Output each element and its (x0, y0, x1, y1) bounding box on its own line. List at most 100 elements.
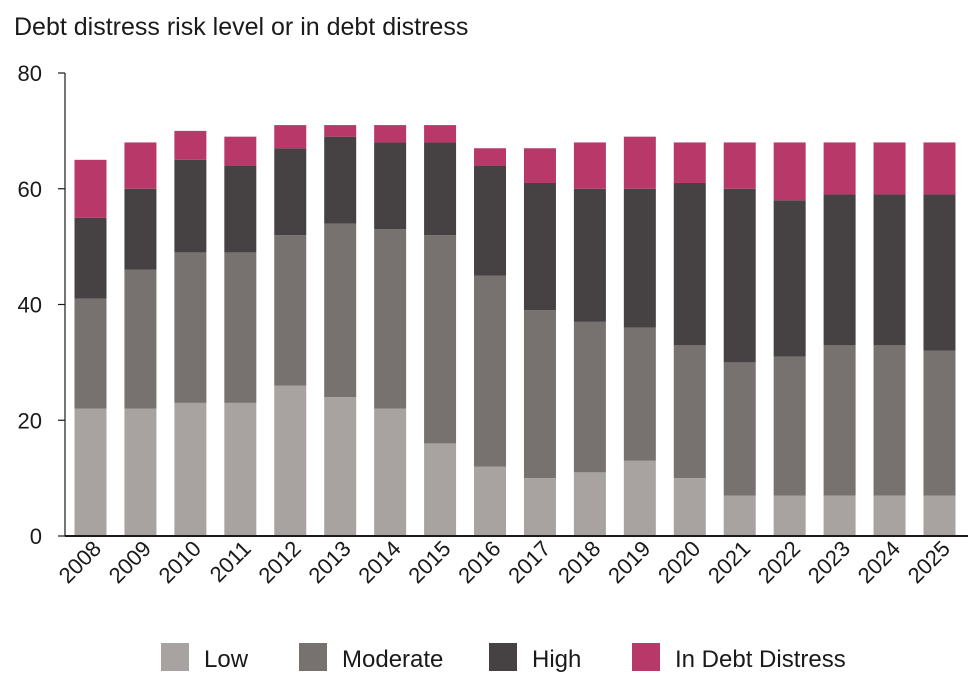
legend-label-in-debt-distress: In Debt Distress (675, 646, 846, 673)
bar-segment-moderate-2009 (124, 269, 157, 409)
bar-segment-high-2019 (623, 188, 656, 328)
bar-segment-low-2011 (224, 402, 257, 536)
y-tick-label: 60 (18, 177, 42, 202)
bar-segment-moderate-2024 (873, 345, 906, 496)
bar-segment-moderate-2020 (673, 345, 706, 479)
y-tick-label: 0 (30, 524, 42, 549)
legend-swatch-low (161, 643, 189, 671)
bar-segment-high-2024 (873, 194, 906, 346)
x-tick-label: 2018 (553, 536, 605, 588)
bar-segment-low-2023 (823, 495, 856, 536)
bar-segment-high-2016 (474, 165, 507, 276)
bars (74, 125, 956, 537)
bar-segment-in-debt-distress-2019 (623, 136, 656, 189)
bar-segment-moderate-2012 (274, 235, 307, 386)
x-tick-label: 2016 (453, 536, 505, 588)
x-tick-label: 2017 (503, 536, 555, 588)
bar-segment-high-2021 (723, 188, 756, 363)
bar-segment-high-2010 (174, 159, 207, 253)
legend-label-moderate: Moderate (342, 646, 443, 673)
legend-swatch-high (489, 643, 517, 671)
bar-segment-high-2013 (324, 136, 357, 224)
legend: Low Moderate High In Debt Distress (161, 643, 846, 673)
bar-segment-high-2012 (274, 148, 307, 236)
legend-label-high: High (532, 646, 581, 673)
bar-segment-low-2014 (374, 408, 407, 536)
bar-segment-in-debt-distress-2020 (673, 142, 706, 183)
x-tick-label: 2019 (603, 536, 655, 588)
bar-segment-in-debt-distress-2018 (573, 142, 606, 189)
bar-segment-moderate-2019 (623, 327, 656, 461)
y-tick-label: 40 (18, 293, 42, 318)
bar-segment-low-2013 (324, 397, 357, 536)
bar-segment-in-debt-distress-2021 (723, 142, 756, 189)
bar-segment-in-debt-distress-2009 (124, 142, 157, 189)
bar-segment-low-2021 (723, 495, 756, 536)
bar-segment-low-2010 (174, 402, 207, 536)
bar-segment-low-2017 (523, 478, 556, 537)
x-axis: 2008200920102011201220132014201520162017… (54, 535, 968, 588)
bar-segment-in-debt-distress-2012 (274, 125, 307, 149)
x-tick-label: 2020 (653, 536, 705, 588)
x-tick-label: 2022 (753, 536, 805, 588)
bar-segment-low-2008 (74, 408, 107, 536)
bar-segment-low-2012 (274, 385, 307, 536)
x-tick-label: 2021 (703, 536, 755, 588)
bar-segment-in-debt-distress-2015 (424, 125, 457, 143)
bar-segment-low-2016 (474, 466, 507, 536)
x-tick-label: 2024 (853, 536, 905, 588)
bar-segment-moderate-2023 (823, 345, 856, 496)
bar-segment-high-2018 (573, 188, 606, 322)
bar-segment-moderate-2018 (573, 321, 606, 473)
bar-segment-high-2015 (424, 142, 457, 236)
bar-segment-moderate-2021 (723, 362, 756, 496)
bar-segment-low-2020 (673, 478, 706, 537)
chart-title: Debt distress risk level or in debt dist… (14, 13, 468, 41)
bar-segment-in-debt-distress-2010 (174, 130, 207, 160)
bar-segment-in-debt-distress-2025 (923, 142, 956, 195)
bar-segment-moderate-2010 (174, 252, 207, 403)
bar-segment-low-2022 (773, 495, 806, 536)
bar-segment-in-debt-distress-2013 (324, 125, 357, 137)
y-tick-label: 20 (18, 408, 42, 433)
bar-segment-high-2025 (923, 194, 956, 351)
bar-segment-in-debt-distress-2023 (823, 142, 856, 195)
bar-segment-high-2008 (74, 217, 107, 299)
bar-segment-in-debt-distress-2008 (74, 159, 107, 218)
x-tick-label: 2010 (154, 536, 206, 588)
bar-segment-in-debt-distress-2011 (224, 136, 257, 166)
bar-segment-low-2024 (873, 495, 906, 536)
legend-swatch-moderate (299, 643, 327, 671)
bar-segment-in-debt-distress-2016 (474, 148, 507, 166)
bar-segment-high-2020 (673, 182, 706, 346)
bar-segment-moderate-2013 (324, 223, 357, 398)
bar-segment-moderate-2014 (374, 229, 407, 409)
bar-segment-in-debt-distress-2022 (773, 142, 806, 201)
y-tick-label: 80 (18, 61, 42, 86)
bar-segment-high-2011 (224, 165, 257, 253)
bar-segment-moderate-2008 (74, 298, 107, 409)
bar-segment-low-2018 (573, 472, 606, 536)
bar-segment-moderate-2017 (523, 310, 556, 479)
x-tick-label: 2025 (903, 536, 955, 588)
bar-segment-low-2009 (124, 408, 157, 536)
x-tick-label: 2023 (803, 536, 855, 588)
bar-segment-high-2023 (823, 194, 856, 346)
bar-segment-in-debt-distress-2024 (873, 142, 906, 195)
x-tick-label: 2008 (54, 536, 106, 588)
bar-segment-low-2015 (424, 443, 457, 536)
bar-segment-high-2009 (124, 188, 157, 270)
y-axis: 0 20 40 60 80 (18, 61, 66, 549)
bar-segment-in-debt-distress-2017 (523, 148, 556, 183)
bar-segment-moderate-2025 (923, 350, 956, 496)
bar-segment-high-2022 (773, 200, 806, 357)
legend-swatch-in-debt-distress (632, 643, 660, 671)
bar-segment-low-2025 (923, 495, 956, 536)
x-tick-label: 2013 (303, 536, 355, 588)
bar-segment-moderate-2016 (474, 275, 507, 467)
x-tick-label: 2009 (104, 536, 156, 588)
bar-segment-in-debt-distress-2014 (374, 125, 407, 143)
bar-segment-moderate-2011 (224, 252, 257, 403)
x-tick-label: 2015 (403, 536, 455, 588)
